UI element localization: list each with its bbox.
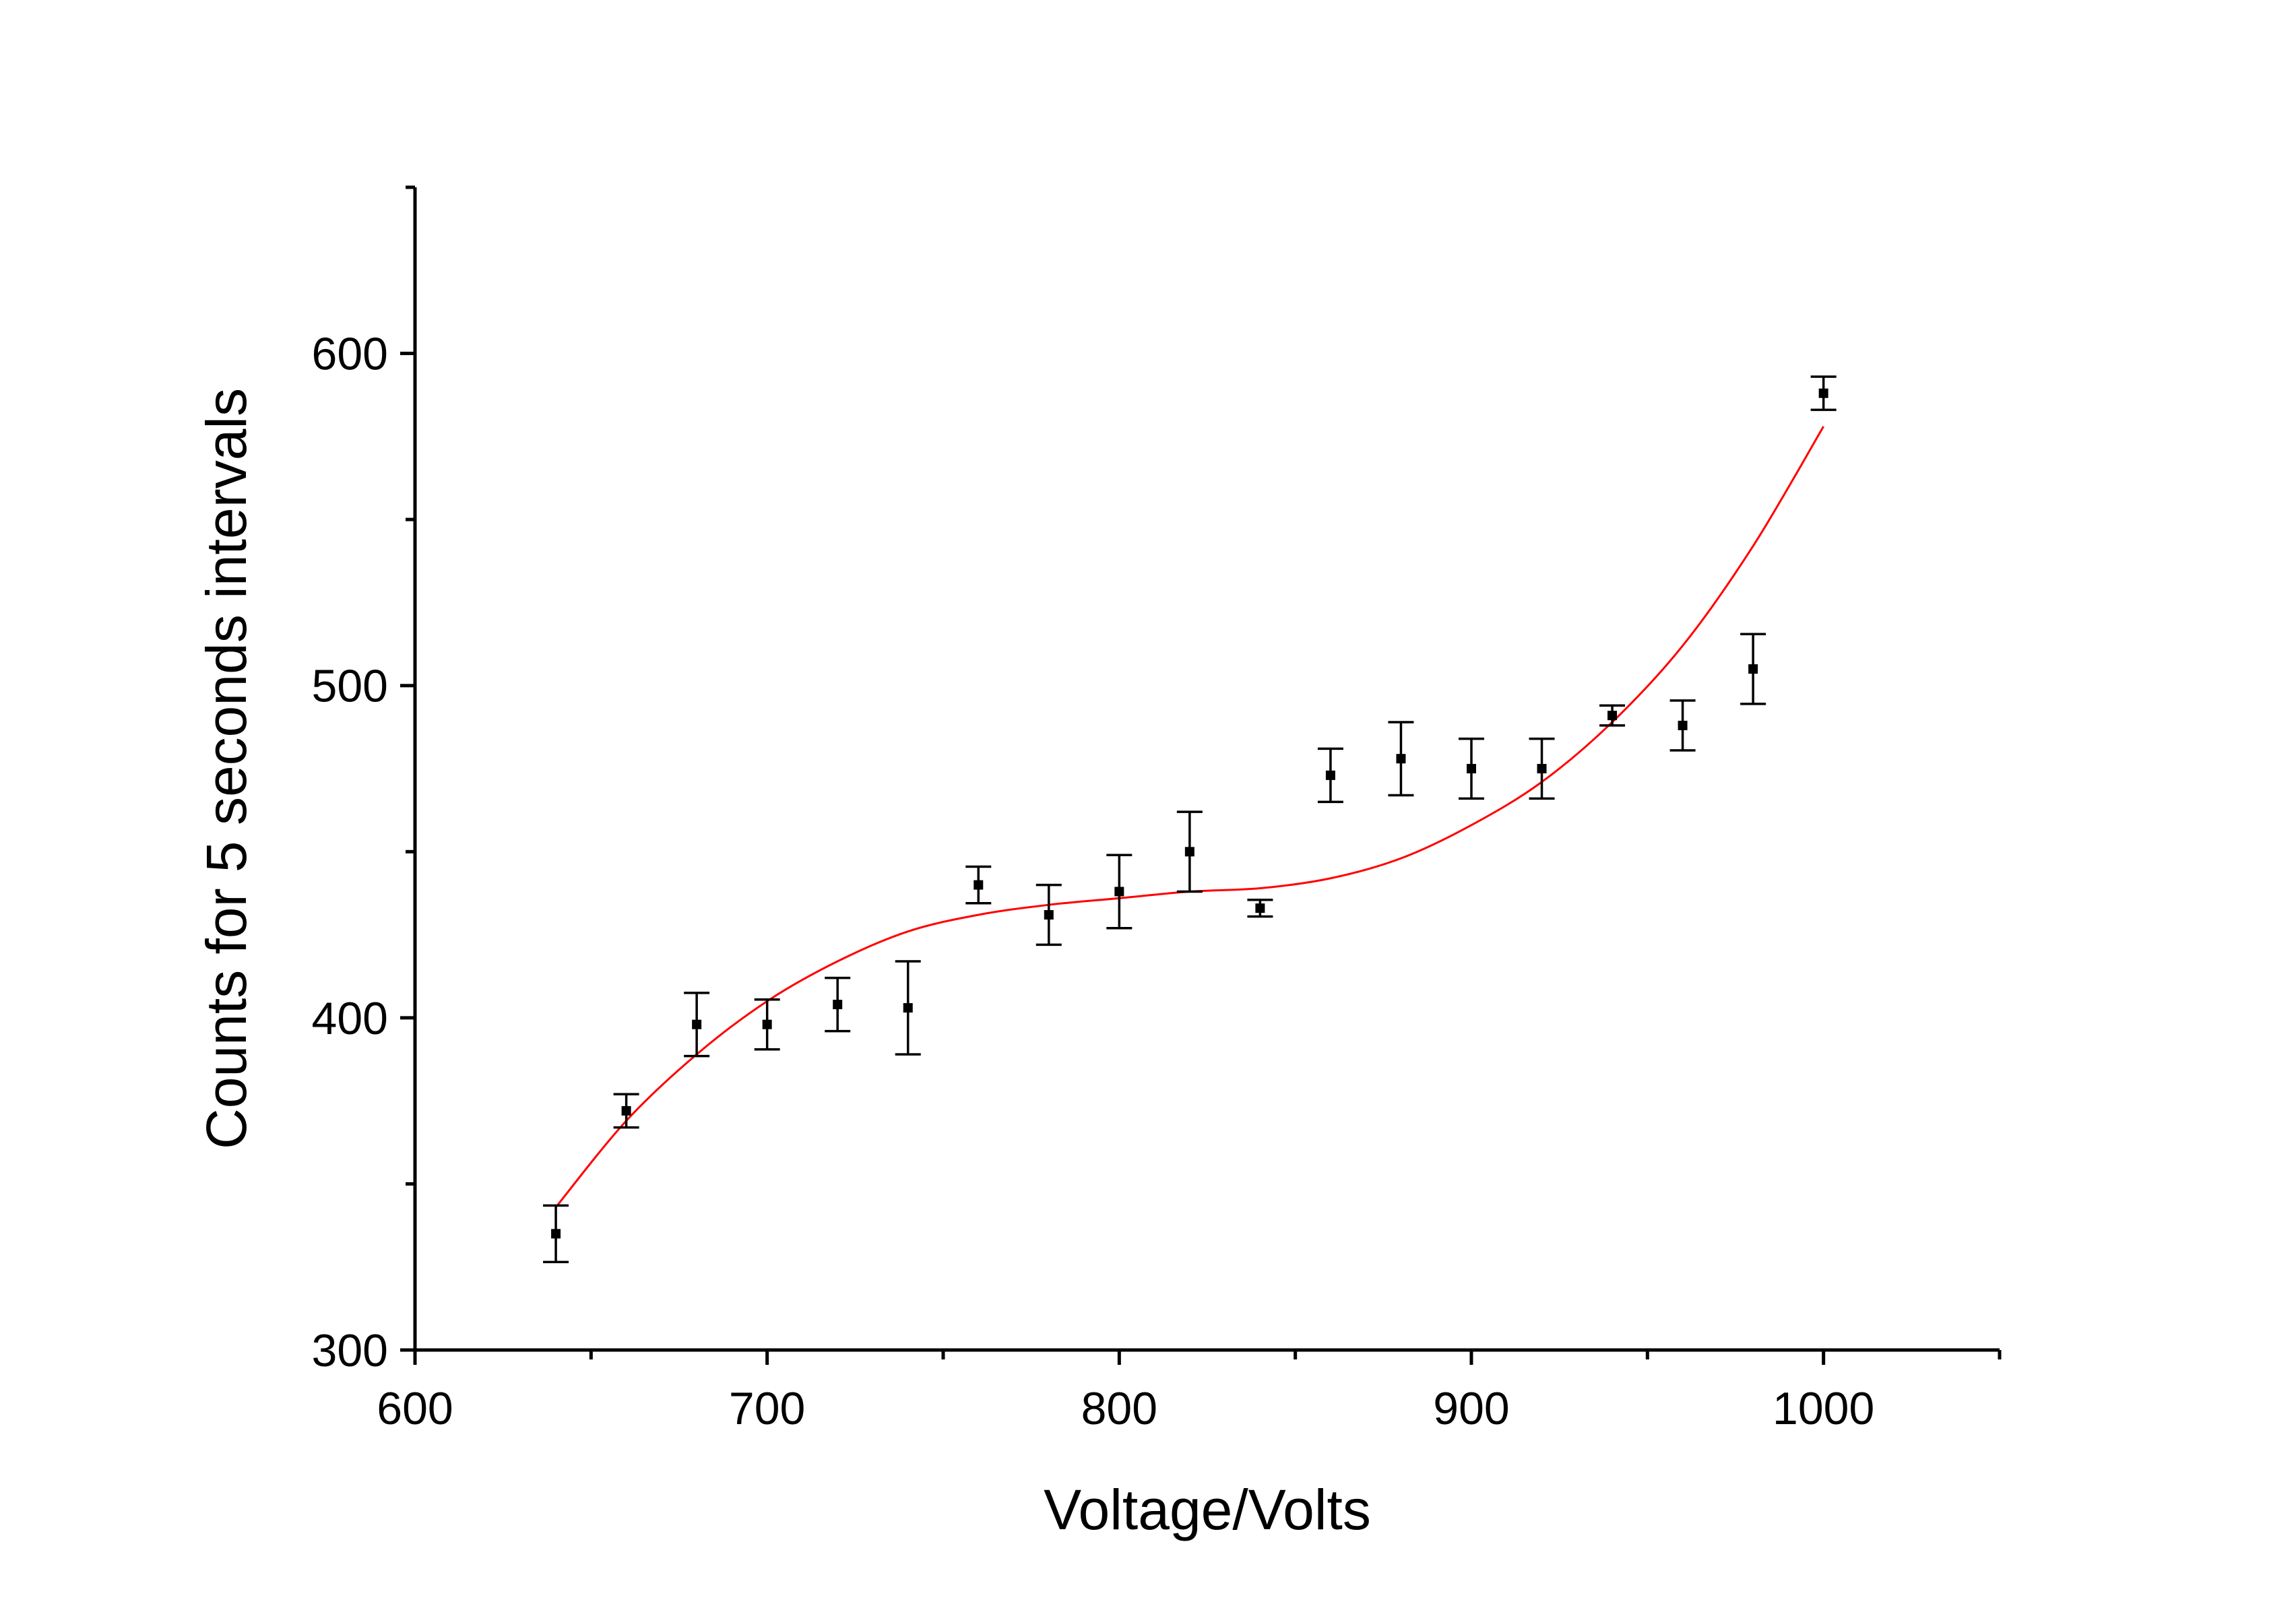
data-marker <box>1325 770 1335 780</box>
data-marker <box>1184 847 1194 857</box>
data-point <box>613 1093 639 1129</box>
data-point <box>895 960 921 1056</box>
x-tick-label: 700 <box>729 1383 805 1434</box>
data-marker <box>974 880 984 890</box>
x-tick-label: 800 <box>1081 1383 1157 1434</box>
data-marker <box>762 1019 772 1029</box>
data-marker <box>1255 903 1265 913</box>
data-point <box>1599 704 1626 727</box>
y-tick-label: 600 <box>312 329 388 380</box>
fit-curve-line <box>554 426 1824 1208</box>
data-marker <box>692 1019 702 1029</box>
data-point <box>754 998 780 1051</box>
fit-curve-layer <box>554 426 1824 1208</box>
axes: 600 700 800 900 1000 300 400 500 600 <box>312 185 2002 1434</box>
data-points-layer <box>543 375 1837 1264</box>
data-marker <box>551 1229 561 1239</box>
data-marker <box>1396 754 1406 764</box>
data-point <box>1459 737 1484 800</box>
y-tick-label: 300 <box>312 1325 388 1376</box>
data-marker <box>1678 720 1688 730</box>
data-point <box>1810 375 1837 412</box>
y-axis-title: Counts for 5 seconds intervals <box>195 388 258 1149</box>
data-marker <box>621 1105 631 1116</box>
data-marker <box>833 1000 843 1010</box>
data-point <box>1176 810 1203 893</box>
y-tick-label: 500 <box>312 661 388 712</box>
data-marker <box>1467 764 1476 773</box>
data-point <box>1247 899 1273 918</box>
data-point <box>965 865 992 905</box>
data-point <box>1035 883 1062 946</box>
data-point <box>1317 747 1343 804</box>
y-tick-label: 400 <box>312 993 388 1044</box>
data-marker <box>1537 764 1547 773</box>
data-marker <box>1818 388 1828 398</box>
data-point <box>825 976 851 1033</box>
data-point <box>1388 721 1414 797</box>
data-point <box>684 992 710 1058</box>
x-tick-label: 900 <box>1433 1383 1509 1434</box>
x-tick-label: 600 <box>377 1383 453 1434</box>
data-marker <box>1044 909 1054 920</box>
data-point <box>543 1204 569 1264</box>
data-marker <box>1748 664 1758 674</box>
x-tick-label: 1000 <box>1773 1383 1874 1434</box>
x-axis-title: Voltage/Volts <box>1044 1478 1371 1541</box>
data-marker <box>1114 887 1124 897</box>
data-point <box>1106 854 1133 930</box>
data-marker <box>903 1003 913 1013</box>
data-point <box>1529 737 1555 800</box>
data-marker <box>1607 711 1618 721</box>
data-point <box>1740 633 1766 705</box>
data-point <box>1669 699 1696 752</box>
